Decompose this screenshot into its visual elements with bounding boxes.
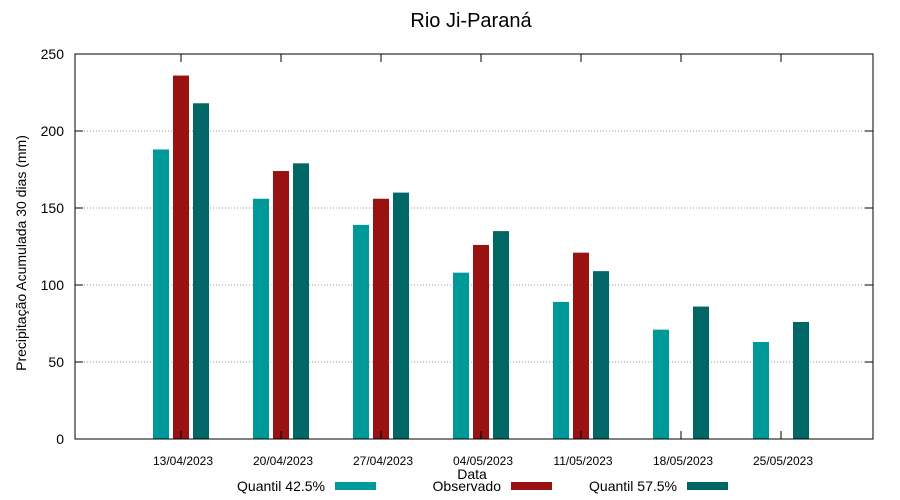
y-tick-label: 50	[48, 354, 64, 370]
bar	[293, 163, 309, 439]
x-axis-label: Data	[457, 466, 487, 482]
bar	[173, 75, 189, 439]
bar	[653, 329, 669, 439]
x-tick-label: 27/04/2023	[353, 454, 413, 468]
bar	[593, 271, 609, 439]
bar	[353, 224, 369, 439]
bar	[253, 198, 269, 439]
legend-label: Observado	[433, 478, 502, 494]
x-tick-label: 11/05/2023	[553, 454, 612, 468]
bar	[193, 103, 209, 439]
legend-swatch	[335, 482, 376, 490]
bar	[373, 198, 389, 439]
bar	[153, 149, 169, 440]
bar	[573, 252, 589, 439]
y-tick-label: 250	[41, 46, 65, 62]
y-tick-label: 200	[41, 123, 65, 139]
bar	[793, 321, 809, 439]
chart-title: Rio Ji-Paraná	[410, 10, 532, 32]
legend-swatch	[687, 482, 728, 490]
y-axis-label: Precipitação Acumulada 30 dias (mm)	[13, 135, 29, 371]
bar	[453, 272, 469, 439]
x-tick-label: 25/05/2023	[753, 454, 813, 468]
legend-swatch	[511, 482, 552, 490]
bar	[693, 306, 709, 439]
bar	[473, 244, 489, 439]
x-tick-label: 04/05/2023	[453, 454, 513, 468]
x-tick-label: 20/04/2023	[253, 454, 313, 468]
plot-frame	[74, 53, 874, 440]
y-tick-label: 150	[41, 200, 65, 216]
legend-label: Quantil 42.5%	[237, 478, 325, 494]
bar	[493, 231, 509, 439]
y-tick-label: 100	[41, 277, 65, 293]
x-tick-label: 18/05/2023	[653, 454, 713, 468]
bar	[273, 171, 289, 440]
y-tick-label: 0	[56, 431, 64, 447]
bar	[553, 301, 569, 439]
bar	[393, 192, 409, 439]
x-tick-label: 13/04/2023	[153, 454, 213, 468]
legend-label: Quantil 57.5%	[589, 478, 677, 494]
bar	[753, 341, 769, 439]
